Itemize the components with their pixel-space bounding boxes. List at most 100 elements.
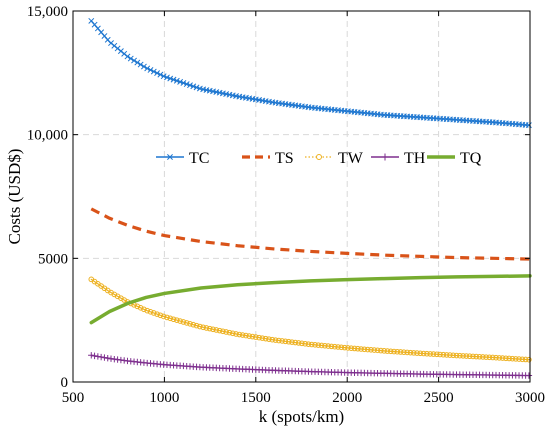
- marker-circle: [141, 306, 147, 313]
- marker-x: [124, 53, 131, 60]
- grid: [73, 11, 530, 382]
- marker-circle: [437, 351, 443, 358]
- marker-x: [127, 55, 134, 62]
- marker-x: [173, 77, 180, 84]
- marker-circle: [466, 353, 473, 360]
- marker-circle: [470, 353, 476, 360]
- marker-x: [187, 82, 193, 89]
- legend-label: TQ: [460, 150, 482, 167]
- marker-circle: [450, 352, 457, 359]
- marker-circle: [483, 354, 489, 360]
- marker-circle: [335, 344, 341, 350]
- marker-circle: [203, 325, 210, 331]
- marker-circle: [295, 340, 302, 346]
- marker-circle: [157, 312, 164, 319]
- series-tq: [89, 274, 532, 325]
- marker-circle: [262, 335, 269, 342]
- marker-plus: [525, 372, 533, 379]
- marker-circle: [420, 350, 427, 357]
- marker-circle: [361, 346, 368, 353]
- marker-circle: [345, 345, 351, 351]
- marker-circle: [391, 348, 397, 355]
- marker-circle: [506, 355, 512, 362]
- marker-circle: [368, 346, 374, 353]
- marker-circle: [137, 305, 144, 311]
- marker-circle: [447, 352, 453, 358]
- x-tick-label: 500: [62, 390, 85, 406]
- legend-item-tc: TC: [156, 150, 209, 167]
- marker-circle: [463, 353, 470, 359]
- marker-circle: [180, 319, 187, 325]
- series-tc: [88, 17, 532, 129]
- plot-frame: [72, 10, 531, 383]
- marker-x: [137, 61, 144, 68]
- marker-circle: [341, 344, 348, 351]
- marker-circle: [440, 351, 447, 358]
- marker-circle: [322, 342, 328, 349]
- marker-circle: [404, 349, 410, 356]
- marker-x: [157, 71, 164, 78]
- marker-circle: [414, 350, 420, 356]
- marker-circle: [256, 334, 262, 341]
- marker-circle: [381, 348, 387, 354]
- marker-circle: [134, 303, 141, 310]
- legend-item-ts: TS: [242, 150, 294, 167]
- marker-plus: [97, 353, 105, 361]
- marker-circle: [348, 345, 355, 351]
- marker-x: [140, 63, 147, 70]
- x-tick-label: 2000: [332, 390, 362, 406]
- y-tick-label: 0: [61, 375, 69, 391]
- marker-circle: [246, 333, 253, 339]
- series-ts: [90, 207, 531, 261]
- x-tick-label: 1500: [241, 390, 271, 406]
- marker-circle: [387, 348, 394, 355]
- marker-circle: [374, 347, 381, 354]
- legend-label: TS: [275, 150, 294, 167]
- marker-circle: [213, 327, 220, 333]
- marker-plus: [104, 354, 111, 362]
- marker-circle: [476, 353, 483, 360]
- marker-x: [190, 83, 197, 90]
- marker-circle: [364, 346, 371, 353]
- marker-circle: [480, 354, 486, 360]
- marker-circle: [253, 334, 259, 340]
- marker-circle: [292, 339, 299, 346]
- legend-label: TW: [338, 150, 364, 167]
- line-tq: [89, 274, 532, 325]
- marker-circle: [486, 354, 493, 361]
- series-th: [88, 352, 533, 379]
- marker-x: [160, 73, 167, 80]
- marker-plus: [91, 352, 98, 360]
- line-ts: [90, 207, 531, 261]
- x-tick-label: 3000: [515, 390, 545, 406]
- marker-circle: [489, 354, 496, 361]
- marker-circle: [177, 318, 183, 324]
- marker-circle: [407, 349, 414, 356]
- marker-circle: [249, 333, 256, 340]
- marker-circle: [167, 315, 174, 322]
- marker-circle: [233, 331, 239, 337]
- marker-circle: [318, 342, 325, 349]
- marker-circle: [443, 352, 450, 358]
- marker-circle: [509, 355, 516, 362]
- marker-circle: [516, 356, 522, 362]
- ticks: 500 1000 1500 2000 2500 3000 0 5000 10,000 15,000: [27, 4, 545, 406]
- marker-circle: [401, 349, 407, 355]
- marker-circle: [503, 355, 509, 362]
- legend-item-th: TH: [371, 150, 426, 167]
- marker-circle: [160, 313, 167, 320]
- legend-label: TC: [189, 150, 209, 167]
- marker-circle: [433, 351, 440, 358]
- marker-x: [193, 84, 200, 91]
- marker-circle: [417, 350, 424, 357]
- y-tick-label: 15,000: [27, 4, 68, 20]
- marker-circle: [512, 356, 519, 362]
- marker-circle: [493, 354, 499, 361]
- marker-circle: [312, 342, 318, 348]
- marker-circle: [170, 316, 177, 323]
- marker-x: [131, 57, 138, 64]
- marker-circle: [496, 355, 503, 361]
- marker-x: [150, 68, 157, 75]
- marker-x: [183, 81, 190, 88]
